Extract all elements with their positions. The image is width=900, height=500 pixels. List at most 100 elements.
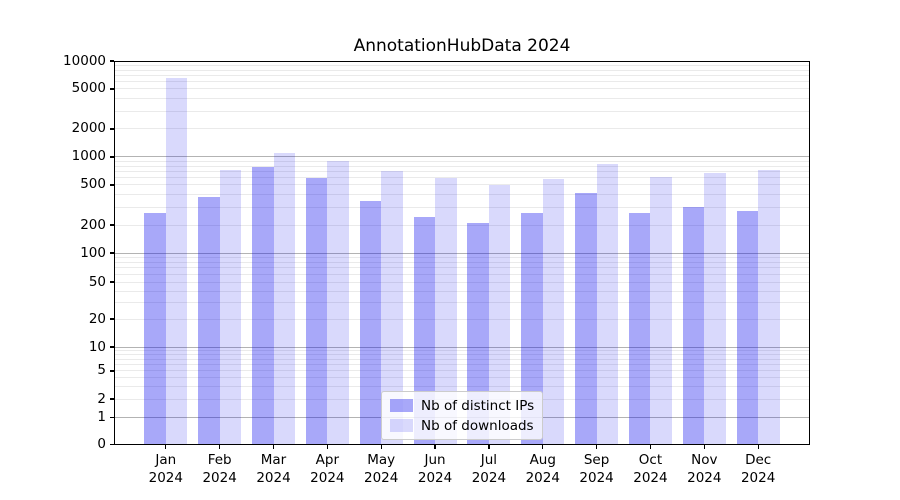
y-tick-label: 200 — [80, 216, 106, 233]
month-label: Sep — [583, 451, 610, 468]
x-tick-mark — [165, 444, 167, 449]
legend-swatch-distinct-ips — [390, 399, 413, 412]
y-tick-mark — [110, 318, 114, 320]
bar-distinct-ips — [682, 207, 705, 445]
minor-gridline — [114, 290, 810, 292]
y-tick-mark — [110, 370, 114, 372]
minor-gridline — [114, 224, 810, 226]
x-tick-mark — [272, 444, 275, 449]
month-label: Mar — [260, 451, 287, 468]
year-label: 2024 — [256, 469, 291, 486]
minor-gridline — [114, 358, 810, 360]
x-tick-mark — [488, 444, 490, 449]
y-tick-label: 500 — [80, 176, 106, 193]
chart-title: AnnotationHubData 2024 — [353, 36, 571, 56]
x-tick-label: Mar 2024 — [246, 451, 302, 487]
month-label: Nov — [691, 451, 718, 468]
y-tick-label: 10000 — [63, 52, 106, 69]
minor-gridline — [114, 184, 810, 186]
x-tick-mark — [703, 444, 705, 449]
y-tick-label: 1000 — [71, 148, 106, 165]
minor-gridline — [114, 377, 810, 379]
minor-gridline — [114, 194, 810, 196]
y-tick-label: 20 — [88, 310, 106, 327]
minor-gridline — [114, 370, 810, 372]
y-tick-label: 2000 — [71, 120, 106, 137]
minor-gridline — [114, 267, 810, 269]
minor-gridline — [114, 64, 810, 66]
minor-gridline — [114, 74, 810, 76]
minor-gridline — [114, 302, 810, 304]
month-label: Aug — [529, 451, 556, 468]
x-tick-label: Aug 2024 — [515, 451, 571, 487]
year-label: 2024 — [148, 469, 183, 486]
y-tick-mark — [110, 443, 114, 446]
minor-gridline — [114, 256, 810, 258]
legend-row: Nb of distinct IPs — [390, 397, 534, 414]
y-tick-label: 50 — [88, 273, 106, 290]
legend-label: Nb of downloads — [421, 417, 534, 434]
legend-label: Nb of distinct IPs — [421, 397, 535, 414]
plot-area — [114, 61, 810, 445]
x-tick-label: Apr 2024 — [299, 451, 355, 487]
y-tick-mark — [110, 88, 114, 90]
minor-gridline — [114, 81, 810, 83]
year-label: 2024 — [740, 469, 776, 486]
bar-distinct-ips — [144, 212, 166, 445]
x-tick-label: May 2024 — [353, 451, 409, 487]
legend-swatch-downloads — [390, 419, 413, 432]
y-tick-label: 2 — [97, 390, 106, 407]
major-gridline — [114, 156, 810, 158]
x-tick-mark — [595, 444, 598, 449]
bar-downloads — [542, 179, 565, 445]
minor-gridline — [114, 318, 810, 320]
bar-downloads — [327, 160, 349, 445]
bar-downloads — [435, 177, 457, 445]
year-label: 2024 — [633, 469, 668, 486]
y-tick-mark — [110, 60, 114, 62]
y-tick-mark — [110, 346, 114, 348]
legend: Nb of distinct IPs Nb of downloads — [381, 391, 544, 440]
year-label: 2024 — [202, 469, 237, 486]
bar-distinct-ips — [736, 210, 759, 445]
minor-gridline — [114, 273, 810, 275]
bar-distinct-ips — [628, 213, 651, 445]
x-tick-mark — [219, 444, 221, 449]
minor-gridline — [114, 177, 810, 179]
minor-gridline — [114, 350, 810, 352]
y-tick-label: 0 — [97, 436, 106, 452]
month-label: Dec — [745, 451, 772, 468]
bar-distinct-ips — [575, 192, 597, 445]
minor-gridline — [114, 98, 810, 100]
x-tick-label: Nov 2024 — [676, 451, 732, 487]
major-gridline — [114, 346, 810, 348]
minor-gridline — [114, 364, 810, 366]
y-tick-label: 1 — [97, 409, 106, 425]
bar-distinct-ips — [521, 213, 543, 445]
y-tick-label: 5 — [97, 362, 106, 379]
minor-gridline — [114, 386, 810, 388]
bar-downloads — [488, 184, 511, 445]
x-tick-mark — [649, 444, 652, 449]
y-tick-label: 5000 — [71, 80, 106, 97]
y-tick-label: 10 — [88, 338, 106, 355]
bar-distinct-ips — [359, 200, 382, 445]
y-tick-mark — [110, 128, 114, 130]
minor-gridline — [114, 206, 810, 208]
bar-distinct-ips — [198, 196, 220, 445]
month-label: Jan — [155, 451, 177, 468]
minor-gridline — [114, 160, 810, 162]
bar-downloads — [273, 153, 295, 445]
bar-downloads — [219, 169, 242, 445]
x-tick-mark — [434, 444, 436, 449]
x-tick-label: Dec 2024 — [730, 451, 786, 487]
year-label: 2024 — [310, 469, 345, 486]
y-tick-label: 100 — [80, 244, 106, 261]
minor-gridline — [114, 261, 810, 263]
bar-distinct-ips — [252, 166, 274, 445]
major-gridline — [114, 252, 810, 254]
x-tick-label: Feb 2024 — [192, 451, 248, 487]
month-label: Feb — [207, 451, 232, 468]
month-label: Jul — [480, 451, 498, 468]
